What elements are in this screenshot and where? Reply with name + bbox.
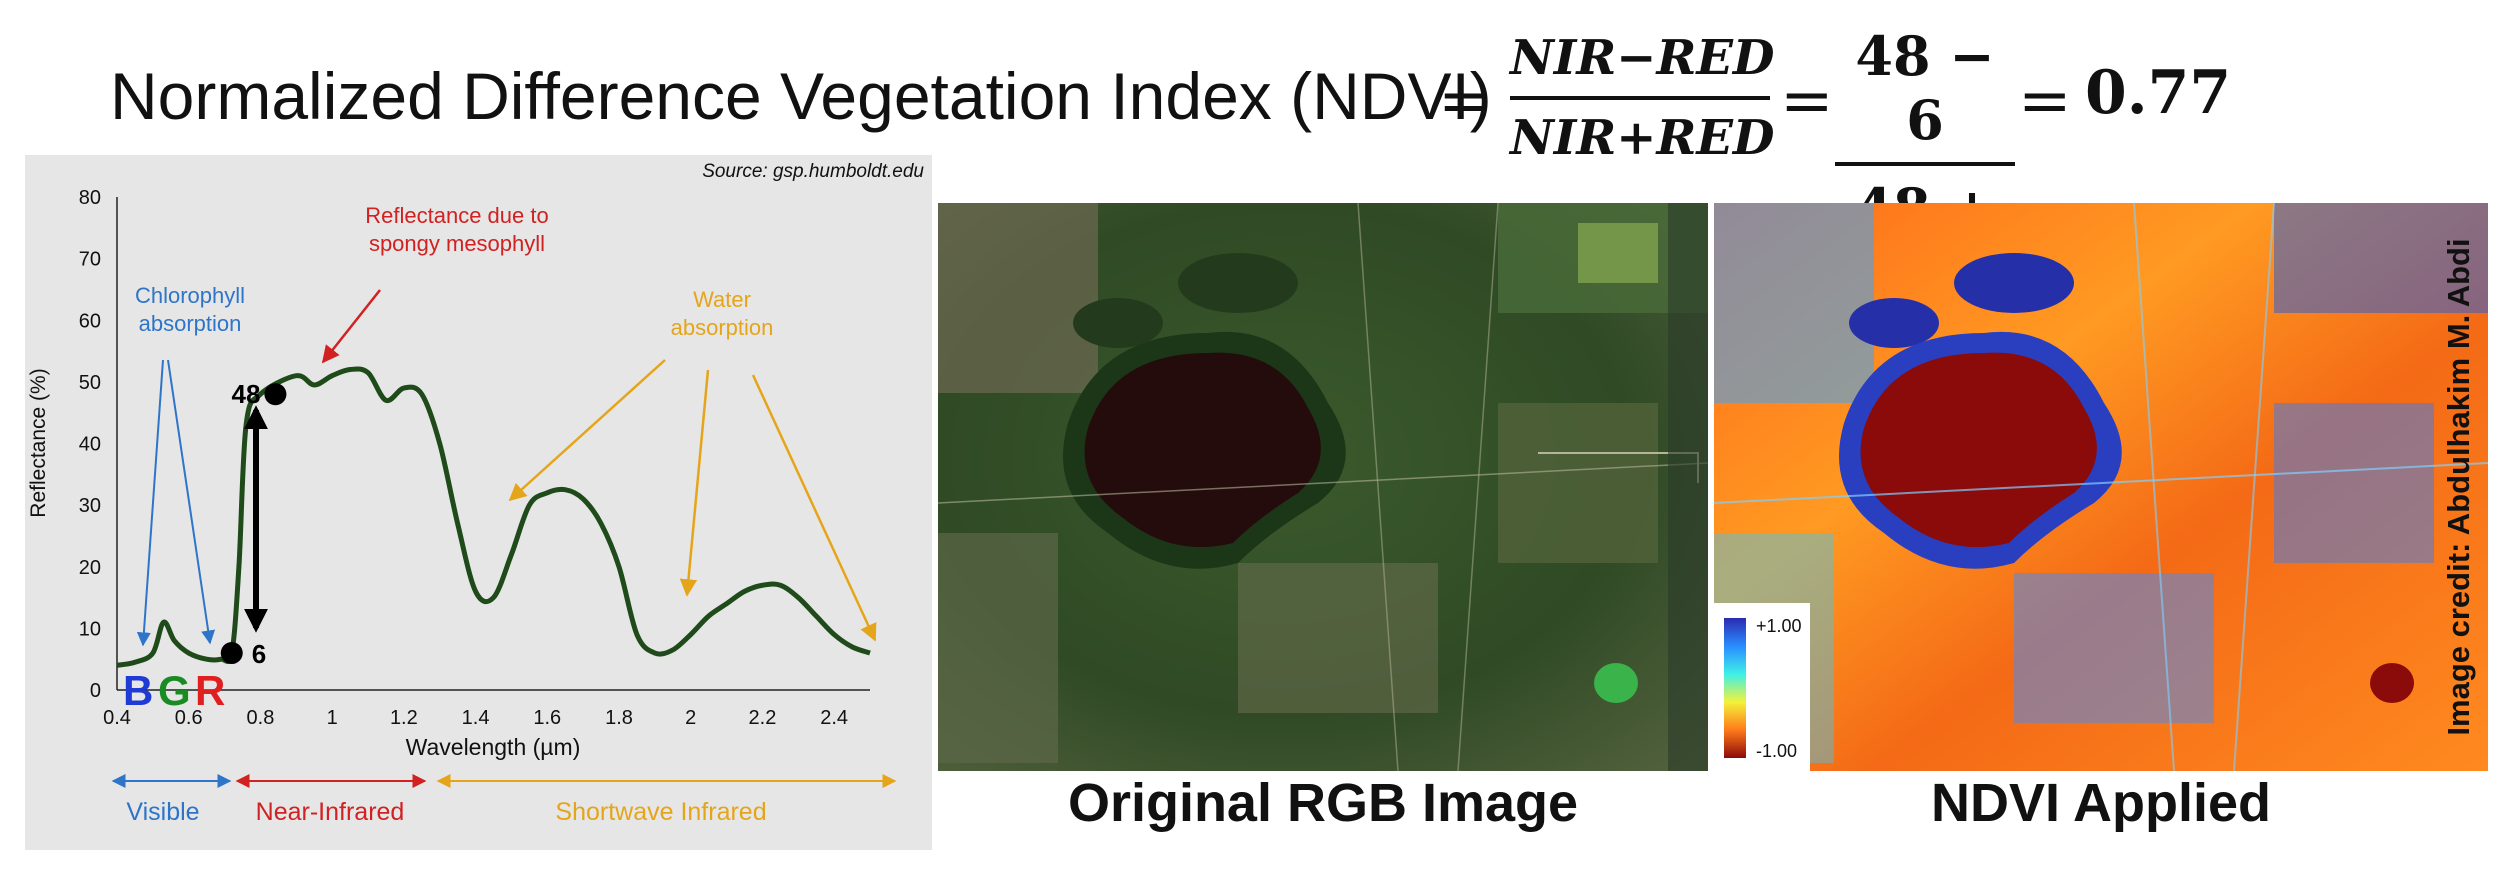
reflectance-chart: 0 10 20 30 40 50 60 70 80 0.4 0.6 0.8 1 1.2 1.4 1.6 1.8… [27,187,897,826]
x-tick-0.8: 0.8 [247,707,275,729]
x-tick-1.4: 1.4 [462,707,490,729]
ndvi-legend-colorbar [1724,618,1746,758]
chart-axes [116,197,870,691]
y-tick-0: 0 [90,680,101,702]
chlorophyll-line2: absorption [139,311,242,336]
x-tick-1.8: 1.8 [605,707,633,729]
band-letter-r: R [195,667,225,714]
y-tick-80: 80 [79,187,101,209]
reflectance-curve [116,366,871,668]
mesophyll-line1: Reflectance due to [365,203,548,228]
mesophyll-arrow [321,289,381,364]
ndvi-image: +1.00 -1.00 Image credit: Abdulhakim M. … [1714,203,2488,771]
water-line2: absorption [671,315,774,340]
region-visible: Visible [126,798,199,826]
x-tick-0.4: 0.4 [103,707,131,729]
x-tick-2.4: 2.4 [820,707,848,729]
region-near-infrared: Near-Infrared [256,798,405,826]
y-tick-20: 20 [79,557,101,579]
chlorophyll-arrow-red [167,359,216,645]
y-axis-label: Reflectance (%) [27,368,50,517]
point-red-6 [220,642,243,665]
formula-numerator: NIR−RED [1510,30,1775,86]
y-tick-labels: 0 10 20 30 40 50 60 70 80 [79,187,101,702]
y-tick-60: 60 [79,310,101,332]
mesophyll-line2: spongy mesophyll [369,231,545,256]
x-tick-0.6: 0.6 [175,707,203,729]
y-tick-50: 50 [79,372,101,394]
caption-rgb: Original RGB Image [1067,773,1579,833]
band-letter-b: B [123,667,153,714]
band-letter-g: G [158,667,191,714]
y-tick-30: 30 [79,495,101,517]
rgb-satellite-image [938,203,1708,771]
label-48: 48 [232,379,261,409]
formula-fraction-bar [1510,96,1770,100]
equals-sign-3: = [2018,64,2072,138]
equals-sign-1: = [1438,64,1492,138]
formula-denominator: NIR+RED [1510,110,1775,166]
water-arrow-3 [751,374,877,642]
image-credit: Image credit: Abdulhakim M. Abdi [2441,238,2476,736]
x-tick-2.2: 2.2 [749,707,777,729]
reflectance-chart-panel: Source: gsp.humboldt.edu 0 10 20 30 40 50 60 70… [25,155,932,850]
ndvi-legend-max: +1.00 [1756,616,1802,636]
values-fraction-bar [1835,162,2015,166]
y-tick-40: 40 [79,434,101,456]
formula-fraction: NIR−RED NIR+RED [1510,30,1775,166]
title-text: Normalized Difference Vegetation Index (… [110,59,1492,133]
y-tick-70: 70 [79,249,101,271]
label-6: 6 [252,639,266,669]
chlorophyll-arrow-blue [136,359,164,647]
point-nir-48 [264,383,287,406]
x-tick-1.6: 1.6 [533,707,561,729]
x-tick-2: 2 [685,707,696,729]
x-tick-1: 1 [327,707,338,729]
x-axis-label: Wavelength (µm) [406,734,581,760]
y-tick-10: 10 [79,618,101,640]
page-title: Normalized Difference Vegetation Index (… [110,58,1492,134]
water-arrow-2 [679,369,710,597]
caption-ndvi: NDVI Applied [1930,773,2271,833]
region-shortwave-infrared: Shortwave Infrared [555,798,766,826]
equals-sign-2: = [1780,64,1834,138]
water-arrow-1 [508,359,666,502]
ndvi-legend-min: -1.00 [1756,741,1798,761]
source-note: Source: gsp.humboldt.edu [702,161,924,182]
x-tick-labels: 0.4 0.6 0.8 1 1.2 1.4 1.6 1.8 2 2.2 2.4 [103,707,848,729]
water-line1: Water [693,287,751,312]
values-numerator: 48 − 6 [1855,24,1995,152]
x-tick-1.2: 1.2 [390,707,418,729]
ndvi-result: 0.77 [2085,58,2232,128]
chlorophyll-line1: Chlorophyll [135,283,245,308]
